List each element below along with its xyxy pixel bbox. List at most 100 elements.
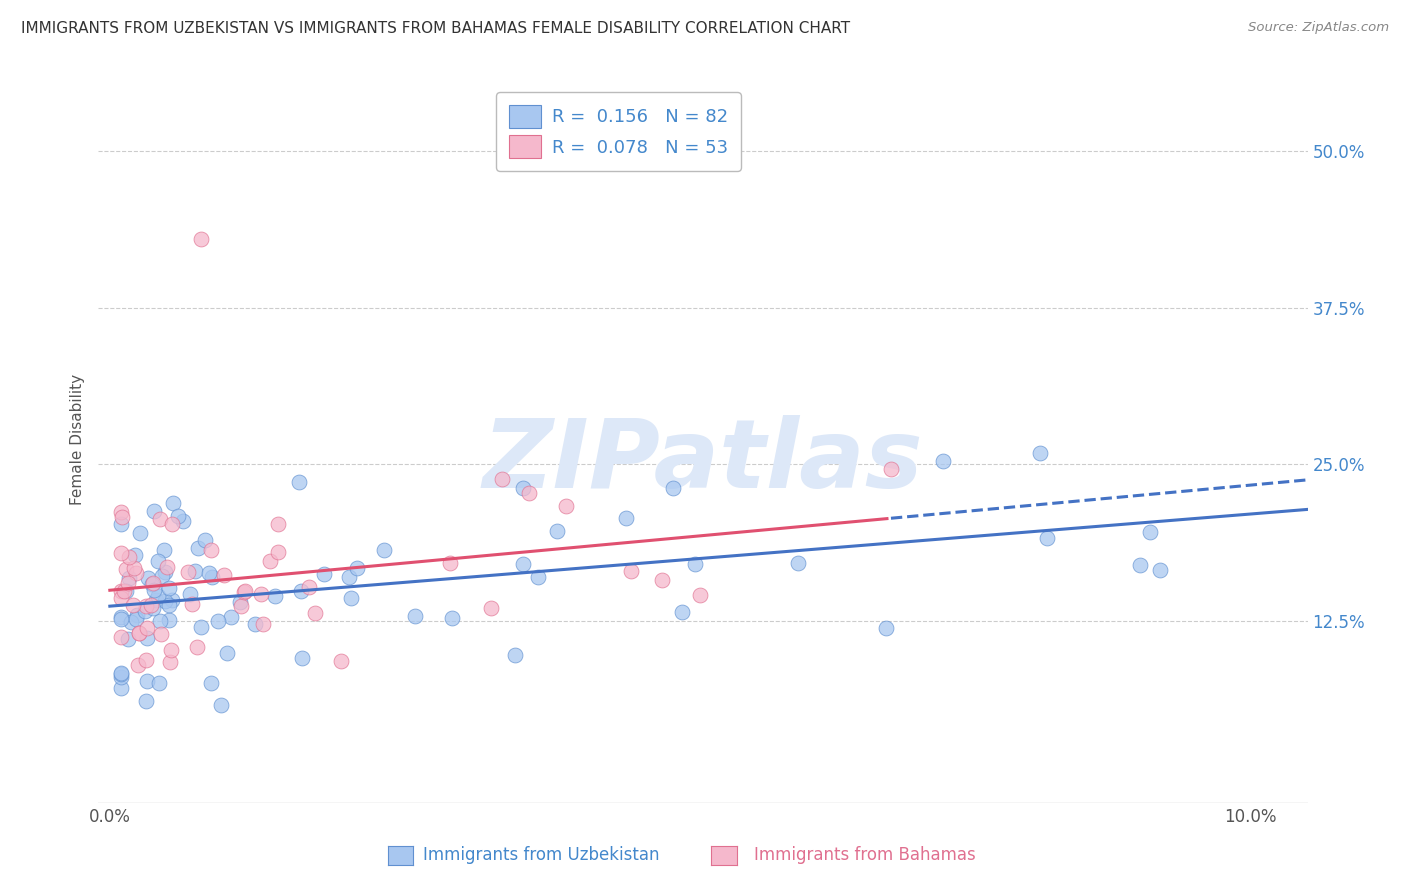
Point: [683, 558, 706, 572]
Point: [150, 627, 173, 641]
Point: [129, 526, 152, 541]
Point: [1035, 531, 1057, 545]
Point: [143, 583, 166, 598]
Point: [124, 560, 146, 574]
Point: [232, 585, 254, 599]
Point: [503, 648, 526, 662]
Point: [298, 580, 321, 594]
Point: [120, 615, 142, 630]
Point: [145, 593, 167, 607]
Point: [110, 681, 132, 696]
Point: [135, 632, 157, 646]
Point: [1139, 524, 1161, 539]
Point: [932, 454, 955, 468]
Point: [157, 582, 180, 596]
Point: [110, 546, 132, 560]
Point: [662, 481, 685, 495]
Point: [671, 605, 693, 619]
Point: [156, 559, 179, 574]
Point: [136, 674, 159, 689]
Point: [160, 593, 183, 607]
Point: [135, 599, 157, 613]
Point: [1129, 558, 1152, 573]
Point: [229, 595, 252, 609]
Point: [111, 509, 134, 524]
Point: [1029, 445, 1052, 459]
Point: [179, 587, 201, 601]
Point: [124, 548, 146, 562]
Point: [875, 621, 897, 635]
Point: [200, 543, 222, 558]
Point: [159, 655, 181, 669]
Point: [121, 598, 143, 612]
Point: [177, 565, 200, 579]
Point: [651, 573, 673, 587]
Point: [288, 475, 311, 489]
Point: [215, 646, 238, 660]
Point: [114, 584, 136, 599]
Point: [139, 599, 162, 613]
Point: [186, 640, 208, 654]
Point: [266, 517, 288, 532]
Text: Immigrants from Bahamas: Immigrants from Bahamas: [754, 846, 976, 863]
Point: [264, 589, 287, 603]
Point: [162, 496, 184, 510]
Point: [114, 562, 136, 576]
Text: ZIPatlas: ZIPatlas: [482, 415, 924, 508]
Point: [209, 698, 232, 712]
Point: [620, 564, 643, 578]
Point: [110, 666, 132, 681]
Point: [117, 576, 139, 591]
Point: [128, 626, 150, 640]
Point: [404, 609, 426, 624]
Point: [146, 589, 169, 603]
Point: [135, 694, 157, 708]
Point: [157, 598, 180, 612]
Point: [1149, 563, 1171, 577]
Point: [110, 612, 132, 626]
Point: [197, 566, 219, 581]
Point: [219, 610, 242, 624]
Text: IMMIGRANTS FROM UZBEKISTAN VS IMMIGRANTS FROM BAHAMAS FEMALE DISABILITY CORRELAT: IMMIGRANTS FROM UZBEKISTAN VS IMMIGRANTS…: [21, 21, 851, 37]
Point: [512, 482, 534, 496]
Point: [252, 617, 274, 632]
Point: [181, 597, 204, 611]
Point: [166, 508, 188, 523]
Point: [212, 568, 235, 582]
Point: [243, 617, 266, 632]
Point: [291, 651, 314, 665]
Point: [110, 666, 132, 681]
Point: [200, 675, 222, 690]
Point: [439, 557, 461, 571]
Point: [267, 545, 290, 559]
Point: [110, 670, 132, 684]
Point: [141, 576, 163, 591]
Point: [142, 504, 165, 518]
Point: [125, 607, 148, 622]
Point: [259, 554, 281, 568]
Point: [201, 570, 224, 584]
Point: [190, 620, 212, 634]
Point: [110, 505, 132, 519]
Point: [231, 599, 253, 613]
Point: [155, 594, 177, 608]
Point: [153, 565, 176, 579]
Point: [194, 533, 217, 548]
Point: [440, 611, 463, 625]
Point: [517, 485, 540, 500]
Point: [491, 472, 513, 486]
Text: Immigrants from Uzbekistan: Immigrants from Uzbekistan: [423, 846, 659, 863]
Point: [207, 614, 229, 628]
Point: [330, 654, 353, 668]
Point: [142, 601, 165, 615]
Point: [127, 658, 149, 673]
Point: [128, 625, 150, 640]
Point: [233, 584, 256, 599]
Point: [124, 566, 146, 580]
Point: [187, 541, 209, 555]
Point: [160, 517, 183, 532]
Point: [142, 576, 165, 591]
Point: [554, 499, 576, 513]
Legend: R =  0.156   N = 82, R =  0.078   N = 53: R = 0.156 N = 82, R = 0.078 N = 53: [496, 92, 741, 171]
Point: [340, 591, 363, 605]
